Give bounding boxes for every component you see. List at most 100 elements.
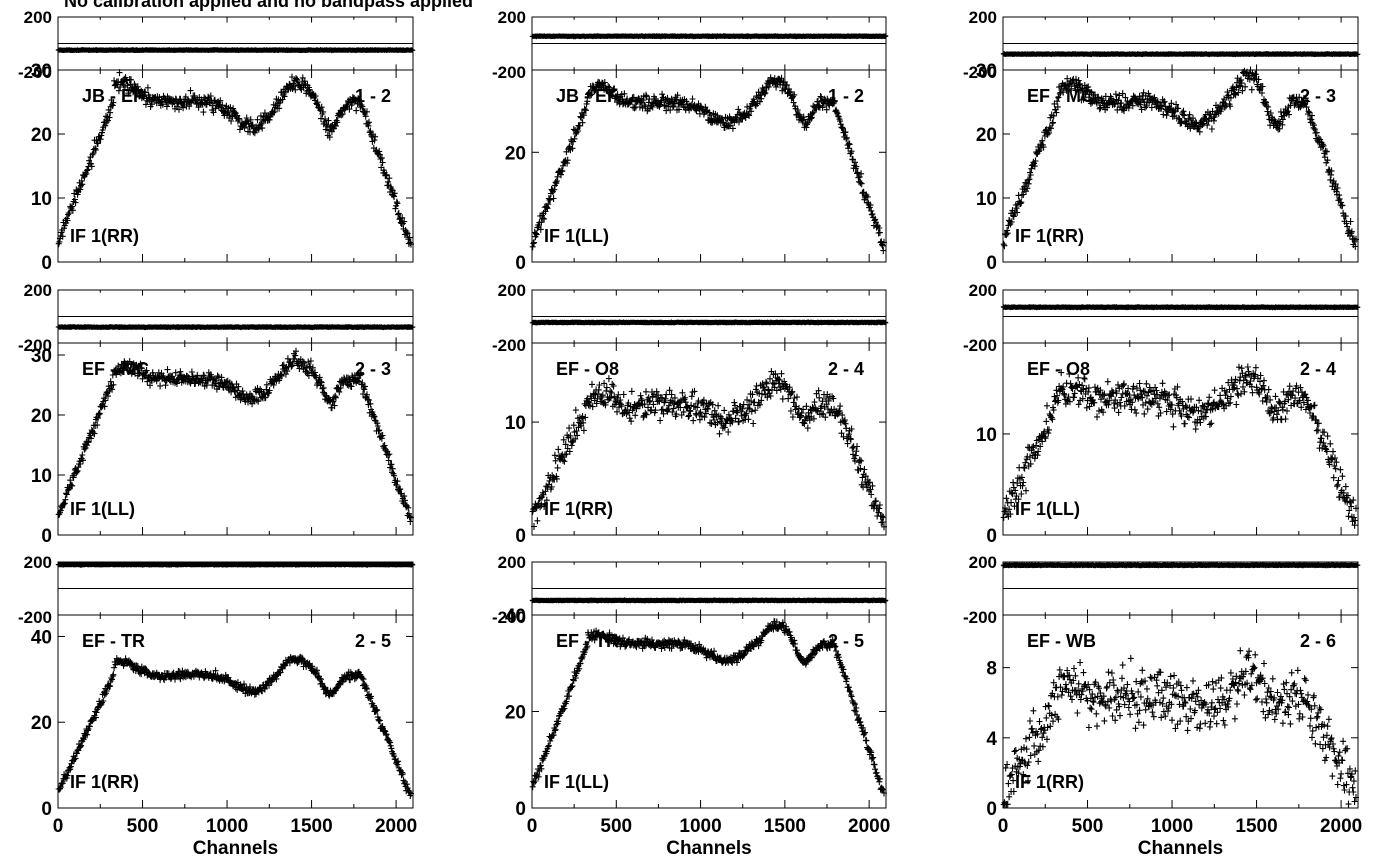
amplitude-tick-label: 4: [986, 729, 997, 750]
baseline-panel: 200 -200 0 10 20 30 EF - MC 2 - 3 IF 1(RR): [963, 8, 1361, 274]
stokes-label: IF 1(RR): [544, 499, 613, 519]
stokes-label: IF 1(LL): [544, 226, 609, 246]
amplitude-points: [529, 74, 887, 255]
amplitude-points: [55, 347, 414, 525]
amplitude-tick-label: 20: [31, 125, 52, 146]
x-tick-label: 1500: [764, 816, 806, 837]
stokes-label: IF 1(RR): [70, 772, 139, 792]
antenna-pair-label: 2 - 5: [828, 631, 864, 651]
phase-points: [529, 33, 889, 40]
phase-points: [529, 597, 889, 604]
amplitude-points: [55, 653, 414, 799]
x-tick-label: 2000: [375, 816, 417, 837]
amplitude-tick-label: 20: [31, 406, 52, 427]
amplitude-tick-label: 0: [986, 253, 997, 274]
amplitude-points: [55, 69, 414, 248]
amplitude-tick-label: 0: [41, 253, 52, 274]
amplitude-tick-label: 20: [505, 143, 526, 164]
stokes-label: IF 1(RR): [1015, 772, 1084, 792]
phase-tick-label: 200: [24, 553, 52, 572]
baseline-label: EF - TR: [82, 631, 145, 651]
x-tick-label: 1000: [206, 816, 248, 837]
amplitude-tick-label: 0: [986, 799, 997, 820]
amplitude-tick-label: 10: [505, 413, 526, 434]
phase-tick-label: 200: [969, 8, 997, 27]
baseline-label: EF - O8: [556, 359, 619, 379]
x-tick-label: 0: [53, 816, 64, 837]
stokes-label: IF 1(LL): [544, 772, 609, 792]
x-tick-label: 500: [127, 816, 159, 837]
phase-tick-label: -200: [18, 336, 52, 355]
baseline-panel: 200 -200 0 10 20 30 JB - EF 1 - 2 IF 1(RR): [18, 8, 416, 274]
amplitude-tick-label: 30: [976, 61, 997, 82]
baseline-panel: 200 -200 0 4 8 EF - WB 2 - 6 IF 1(RR) 0 500 1000 15…: [963, 553, 1362, 859]
amplitude-frame: [1002, 614, 1359, 809]
phase-tick-label: 200: [24, 281, 52, 300]
baseline-panel: 200 -200 0 20 40 EF - TR 2 - 5 IF 1(RR) 0 500 1000…: [18, 553, 417, 859]
phase-tick-label: -200: [492, 608, 526, 627]
phase-tick-label: 200: [24, 8, 52, 27]
amplitude-tick-label: 10: [976, 425, 997, 446]
x-tick-label: 1500: [290, 816, 332, 837]
x-axis-label: Channels: [1138, 838, 1224, 859]
phase-points: [1000, 562, 1361, 569]
amplitude-points: [529, 618, 887, 797]
baseline-panel: 200 -200 0 10 EF - O8 2 - 4 IF 1(RR): [492, 281, 889, 547]
stokes-label: IF 1(LL): [70, 499, 135, 519]
baseline-label: EF - MC: [82, 359, 149, 379]
phase-points: [1000, 51, 1361, 58]
x-tick-label: 1000: [1151, 816, 1193, 837]
amplitude-tick-label: 40: [505, 606, 526, 627]
amplitude-tick-label: 0: [41, 799, 52, 820]
stokes-label: IF 1(RR): [1015, 226, 1084, 246]
amplitude-frame: [57, 614, 414, 809]
phase-tick-label: 200: [498, 281, 526, 300]
amplitude-tick-label: 0: [515, 253, 526, 274]
amplitude-frame: [57, 342, 414, 536]
phase-tick-label: 200: [498, 553, 526, 572]
amplitude-tick-label: 0: [515, 799, 526, 820]
x-tick-label: 500: [1072, 816, 1104, 837]
x-tick-label: 1500: [1235, 816, 1277, 837]
baseline-label: EF - MC: [1027, 86, 1094, 106]
x-axis-label: Channels: [666, 838, 752, 859]
amplitude-frame: [531, 342, 887, 536]
amplitude-tick-label: 20: [31, 713, 52, 734]
x-tick-label: 500: [600, 816, 632, 837]
x-tick-label: 0: [998, 816, 1009, 837]
phase-tick-label: -200: [18, 63, 52, 82]
antenna-pair-label: 2 - 4: [828, 359, 864, 379]
phase-tick-label: -200: [492, 336, 526, 355]
phase-tick-label: -200: [963, 63, 997, 82]
stokes-label: IF 1(LL): [1015, 499, 1080, 519]
baseline-panel: 200 -200 0 10 20 30 EF - MC 2 - 3 IF 1(LL): [18, 281, 416, 547]
x-tick-label: 2000: [1320, 816, 1362, 837]
stokes-label: IF 1(RR): [70, 226, 139, 246]
amplitude-points: [529, 368, 887, 531]
antenna-pair-label: 2 - 3: [355, 359, 391, 379]
amplitude-tick-label: 10: [31, 466, 52, 487]
baseline-panel: 200 -200 0 10 EF - O8 2 - 4 IF 1(LL): [963, 281, 1361, 547]
antenna-pair-label: 2 - 6: [1300, 631, 1336, 651]
phase-tick-label: -200: [18, 608, 52, 627]
amplitude-tick-label: 10: [976, 189, 997, 210]
amplitude-tick-label: 10: [31, 189, 52, 210]
x-tick-label: 2000: [848, 816, 890, 837]
amplitude-frame: [57, 69, 414, 263]
phase-tick-label: 200: [969, 553, 997, 572]
baseline-label: EF - O8: [1027, 359, 1090, 379]
phase-tick-label: -200: [492, 63, 526, 82]
amplitude-points: [1000, 363, 1359, 529]
amplitude-tick-label: 20: [505, 703, 526, 724]
amplitude-tick-label: 40: [31, 627, 52, 648]
antenna-pair-label: 2 - 5: [355, 631, 391, 651]
phase-points: [529, 319, 889, 326]
amplitude-tick-label: 20: [976, 125, 997, 146]
phase-points: [1000, 304, 1361, 311]
amplitude-tick-label: 0: [986, 526, 997, 547]
amplitude-tick-label: 30: [31, 346, 52, 367]
amplitude-points: [1000, 66, 1359, 250]
baseline-panel: 200 -200 0 20 JB - EF 1 - 2 IF 1(LL): [492, 8, 889, 274]
amplitude-tick-label: 0: [515, 526, 526, 547]
